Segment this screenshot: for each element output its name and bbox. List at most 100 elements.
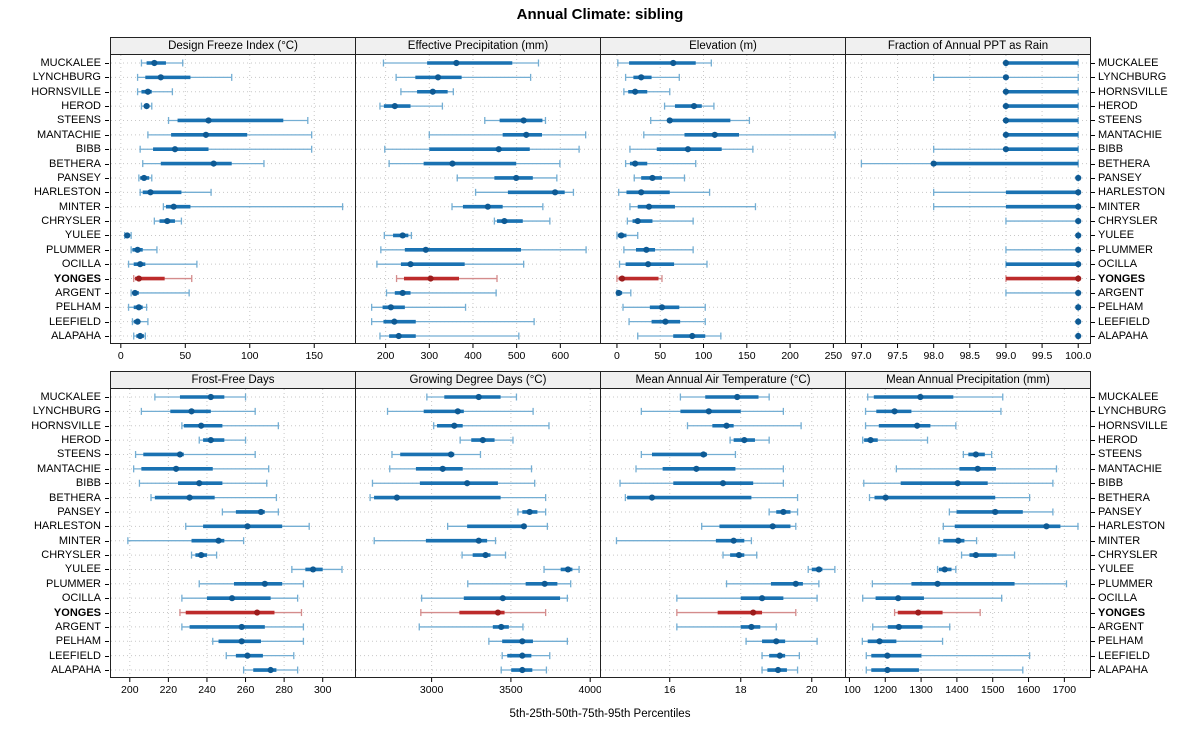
station-row-leefield: [628, 318, 706, 326]
station-row-ocilla: [676, 594, 818, 602]
right-axis-tick: [1091, 106, 1095, 108]
station-row-yonges: [395, 275, 498, 283]
station-row-steens: [962, 450, 993, 458]
median-dot: [1075, 332, 1082, 340]
station-label-right: BETHERA: [1098, 491, 1150, 504]
station-row-mantachie: [1002, 131, 1079, 139]
station-label-right: PLUMMER: [1098, 243, 1154, 256]
station-row-lynchburg: [136, 73, 233, 81]
station-label-left: HARLESTON: [33, 520, 101, 533]
station-row-leefield: [371, 318, 535, 326]
station-row-steens: [484, 116, 547, 124]
left-axis-tick: [105, 655, 109, 657]
station-row-pelham: [745, 637, 818, 645]
station-row-leefield: [225, 652, 295, 660]
station-label-right: LYNCHBURG: [1098, 405, 1167, 418]
median-dot: [748, 623, 755, 631]
left-axis-tick: [105, 641, 109, 643]
median-dot: [758, 595, 766, 602]
median-dot: [238, 638, 245, 645]
station-row-bibb: [371, 479, 536, 487]
median-dot: [719, 480, 727, 487]
median-dot: [882, 494, 889, 501]
station-label-right: MANTACHIE: [1098, 128, 1162, 141]
station-row-harleston: [618, 188, 711, 196]
station-label-left: BIBB: [75, 143, 101, 156]
median-dot: [1002, 131, 1010, 138]
station-row-yulee: [807, 565, 836, 573]
panel-plot: [845, 388, 1091, 678]
right-axis-tick: [1091, 206, 1095, 208]
axis-tick-label: 100.0: [1065, 350, 1091, 362]
median-dot: [1075, 275, 1082, 282]
median-dot: [1075, 289, 1082, 297]
left-axis-tick: [105, 149, 109, 151]
median-dot: [1075, 304, 1082, 311]
axis-tick-label: 98.5: [960, 350, 981, 362]
station-row-mantachie: [635, 465, 785, 473]
median-dot: [643, 246, 650, 253]
station-row-argent: [385, 289, 497, 297]
median-dot: [434, 74, 442, 81]
median-dot: [196, 480, 203, 487]
axis-tick-label: 3000: [420, 684, 444, 696]
station-row-muckalee: [867, 393, 1004, 401]
median-dot: [131, 289, 139, 297]
right-axis-tick: [1091, 569, 1095, 571]
left-axis-tick: [105, 540, 109, 542]
axis-tick-label: 99.0: [996, 350, 1017, 362]
station-row-leefield: [131, 318, 149, 326]
station-row-pansey: [1075, 174, 1082, 182]
axis-tick-label: 220: [160, 684, 178, 696]
right-axis-tick: [1091, 91, 1095, 93]
station-label-right: STEENS: [1098, 448, 1143, 461]
median-dot: [261, 580, 268, 587]
station-label-left: MINTER: [58, 534, 101, 547]
station-row-muckalee: [1002, 59, 1079, 67]
station-row-yulee: [936, 565, 957, 573]
station-label-left: PANSEY: [57, 171, 101, 184]
station-row-yonges: [893, 609, 981, 617]
station-row-herod: [862, 436, 929, 444]
station-label-right: LYNCHBURG: [1098, 71, 1167, 84]
median-dot: [210, 160, 217, 167]
left-axis-tick: [105, 235, 109, 237]
station-row-muckalee: [140, 59, 184, 67]
median-dot: [1075, 232, 1082, 239]
median-dot: [615, 289, 622, 297]
median-dot: [172, 465, 180, 472]
median-dot: [198, 551, 205, 559]
median-dot: [519, 666, 526, 674]
station-label-right: PELHAM: [1098, 635, 1144, 648]
station-label-left: ARGENT: [55, 286, 101, 299]
median-dot: [501, 217, 508, 225]
median-dot: [526, 508, 533, 516]
median-dot: [1002, 74, 1010, 81]
median-dot: [427, 275, 434, 282]
station-label-right: HORNSVILLE: [1098, 419, 1168, 432]
right-axis-tick: [1091, 540, 1095, 542]
right-axis-tick: [1091, 307, 1095, 309]
left-axis-tick: [105, 77, 109, 79]
station-row-pelham: [127, 303, 148, 311]
median-dot: [930, 160, 937, 167]
median-dot: [1075, 203, 1082, 210]
station-row-plummer: [871, 580, 1068, 588]
station-row-bethera: [624, 494, 799, 502]
median-dot: [867, 437, 874, 444]
panel-strip: Effective Precipitation (mm): [355, 37, 601, 55]
station-row-harleston: [933, 188, 1082, 196]
axis-tick-label: 250: [825, 350, 843, 362]
station-row-minter: [933, 203, 1082, 211]
station-row-mantachie: [389, 465, 533, 473]
median-dot: [482, 551, 489, 559]
station-row-minter: [451, 203, 544, 211]
station-row-hornsville: [433, 422, 550, 430]
median-dot: [393, 494, 400, 501]
station-row-harleston: [474, 188, 575, 196]
median-dot: [449, 160, 456, 167]
median-dot: [453, 59, 460, 67]
right-axis-tick: [1091, 425, 1095, 427]
station-row-minter: [629, 203, 757, 211]
